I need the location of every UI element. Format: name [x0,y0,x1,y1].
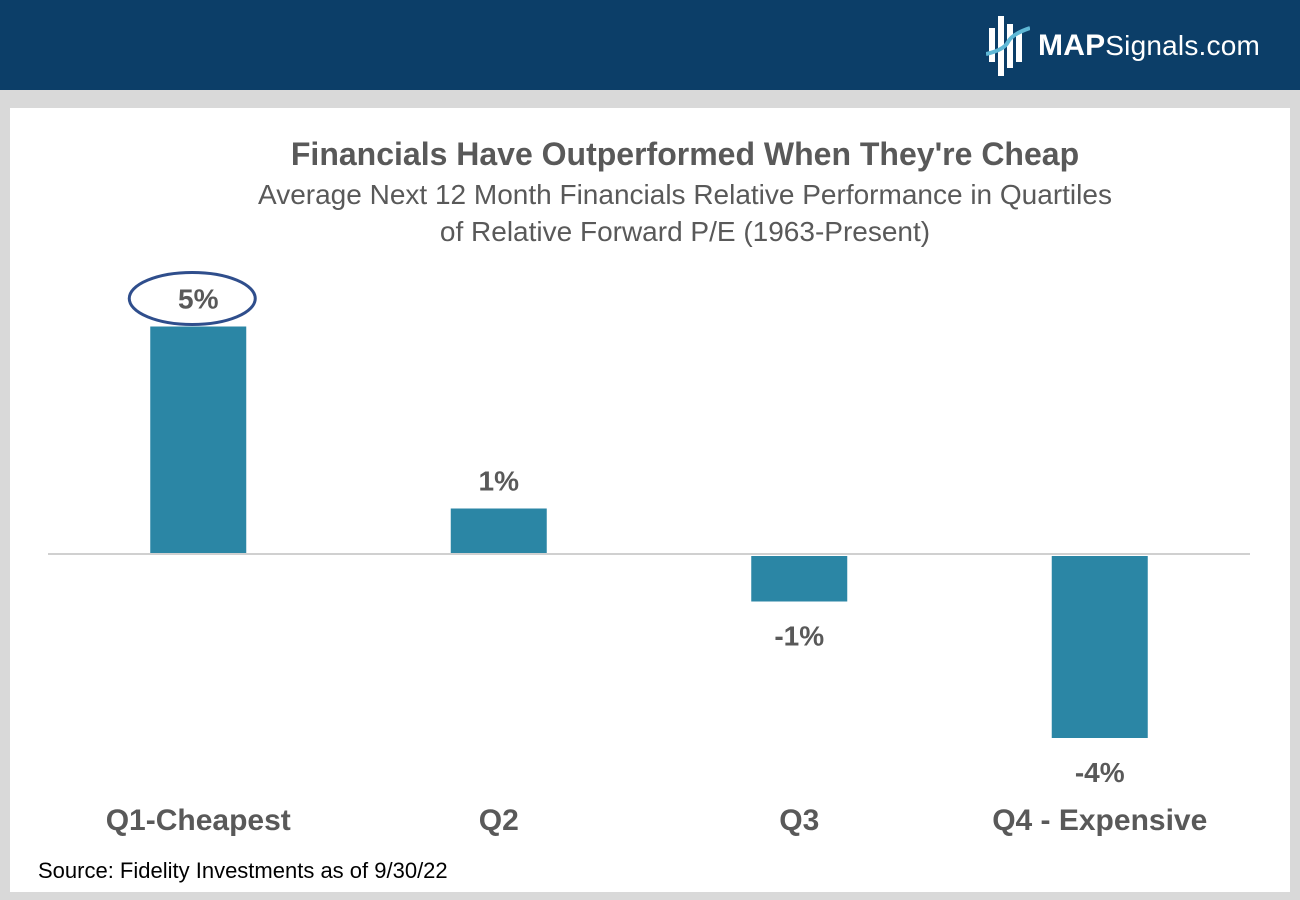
category-label-3: Q3 [779,804,819,837]
data-label-3: -1% [774,621,824,652]
bar-4 [1051,556,1148,738]
chart-subtitle: Average Next 12 Month Financials Relativ… [0,176,1300,250]
source-note: Source: Fidelity Investments as of 9/30/… [38,858,448,883]
category-label-1: Q1-Cheapest [106,804,291,837]
brand-logo[interactable]: MAPSignals.com [986,14,1260,78]
brand-name: MAPSignals.com [1038,29,1260,63]
data-label-4: -4% [1075,757,1125,788]
brand-name-bold: MAP [1038,29,1106,62]
bar-1 [150,326,247,554]
header-bar [0,0,1300,90]
chart-title: Financials Have Outperformed When They'r… [290,136,1080,172]
highlight-ellipse [127,271,257,326]
bar-3 [751,556,848,602]
category-label-4: Q4 - Expensive [992,804,1207,837]
data-label-2: 1% [479,466,520,497]
bar-2 [450,508,547,554]
brand-name-rest: Signals.com [1105,30,1260,61]
chart-subtitle-line-1: Average Next 12 Month Financials Relativ… [258,179,1112,210]
data-label-1: 5% [178,284,219,315]
mapsignals-logo-icon [986,16,1031,76]
category-label-2: Q2 [479,804,519,837]
chart-subtitle-line-2: of Relative Forward P/E (1963-Present) [439,216,931,247]
